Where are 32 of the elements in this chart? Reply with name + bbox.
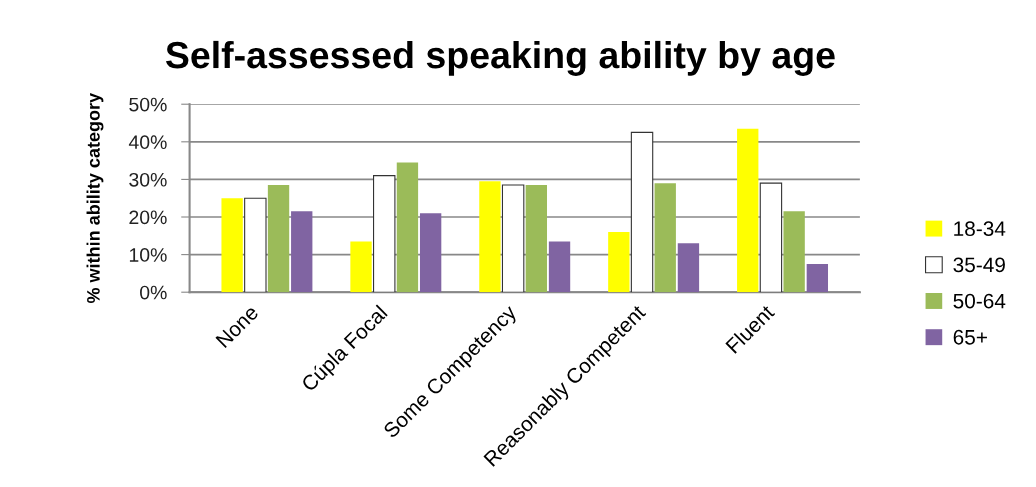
bar xyxy=(783,211,805,293)
bar xyxy=(806,264,829,293)
bar xyxy=(548,241,571,293)
bar xyxy=(373,175,396,293)
bar xyxy=(608,232,630,293)
y-tick-label: 20% xyxy=(129,210,167,225)
y-tick-label: 40% xyxy=(128,135,167,150)
bar xyxy=(759,182,783,293)
bar xyxy=(737,128,759,293)
bar xyxy=(267,185,290,293)
y-tick-label: 10% xyxy=(129,248,167,262)
bar xyxy=(630,131,654,293)
y-axis-title: % within ability category xyxy=(86,92,104,304)
bar xyxy=(654,183,676,293)
legend-label: 18-34 xyxy=(954,221,1006,237)
chart-title: Self-assessed speaking ability by age xyxy=(165,40,835,76)
bar xyxy=(419,213,442,293)
bar xyxy=(479,181,501,293)
bar xyxy=(501,184,525,293)
bar xyxy=(396,162,419,293)
y-tick-label: 50% xyxy=(129,97,167,112)
legend-label: 50-64 xyxy=(953,293,1006,309)
y-tick-label: 0% xyxy=(140,285,167,300)
bar xyxy=(677,243,700,293)
bar xyxy=(350,241,372,293)
bar xyxy=(221,198,243,293)
bar xyxy=(291,211,313,293)
y-tick-label: 30% xyxy=(129,172,167,187)
bar xyxy=(525,185,548,293)
legend-label: 65+ xyxy=(953,329,987,345)
legend-label: 35-49 xyxy=(953,257,1005,273)
bar xyxy=(244,197,267,293)
